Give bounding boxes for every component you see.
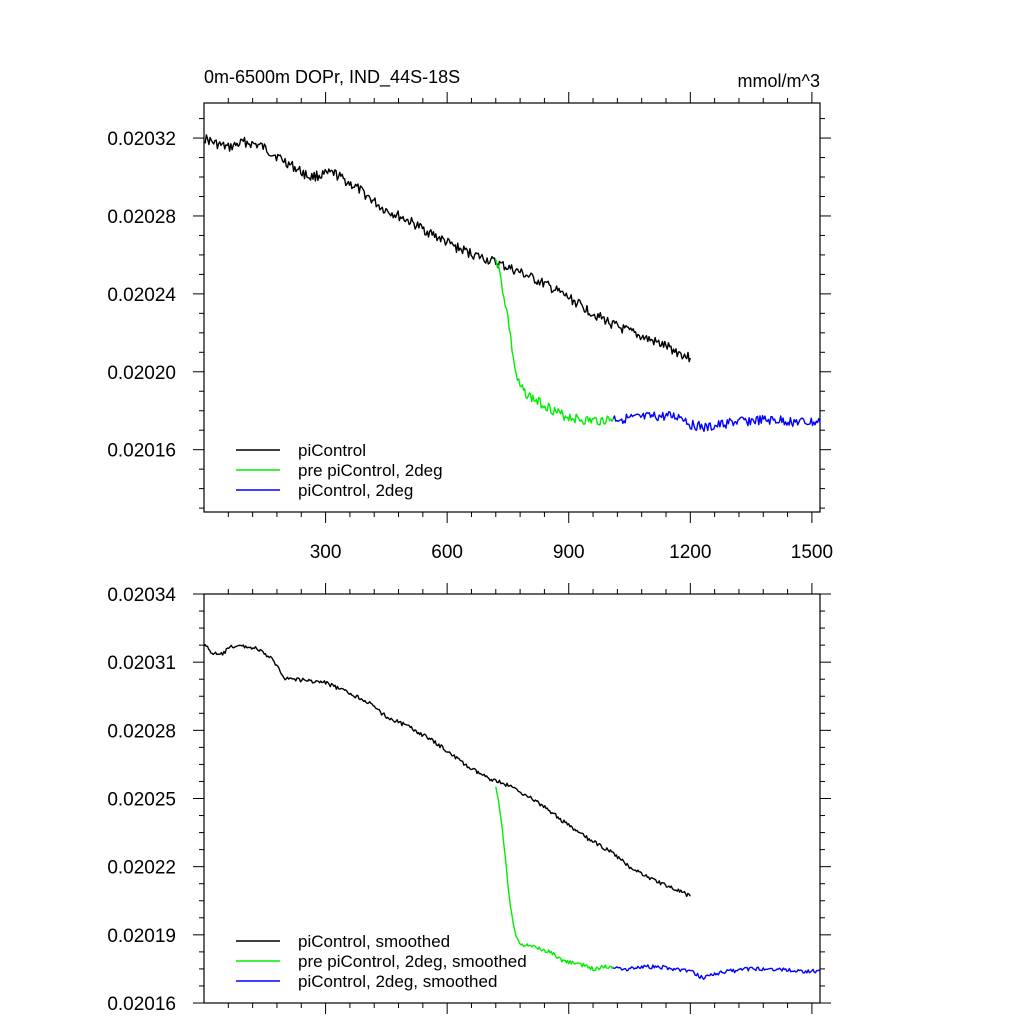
legend-label-1: piControl, smoothed	[298, 932, 450, 951]
y-tick-label: 0.02028	[107, 721, 176, 742]
plot-frame	[203, 102, 821, 513]
chart-units: mmol/m^3	[738, 71, 820, 91]
series-line-1	[203, 644, 691, 898]
y-tick-label: 0.02031	[107, 653, 176, 674]
y-tick-label: 0.02025	[107, 790, 176, 811]
series-line-2	[495, 786, 614, 972]
x-tick-label: 1200	[669, 542, 711, 563]
y-tick-label: 0.02019	[107, 926, 176, 947]
series-line-2	[495, 259, 614, 426]
y-tick-label: 0.02028	[107, 207, 176, 228]
x-tick-label: 900	[553, 542, 585, 563]
y-tick-label: 0.02016	[107, 994, 176, 1015]
legend-label-1: piControl	[298, 441, 366, 460]
y-tick-label: 0.02022	[107, 858, 176, 879]
x-tick-label: 1500	[791, 542, 833, 563]
plot-frame	[203, 593, 821, 1004]
legend-label-3: piControl, 2deg, smoothed	[298, 972, 497, 991]
legend-label-2: pre piControl, 2deg	[298, 461, 443, 480]
series-line-1	[203, 134, 691, 363]
y-tick-label: 0.02016	[107, 441, 176, 462]
series-line-3	[613, 964, 821, 980]
chart-panel-1: 300 600 900 1200 1500 0.02016 0.02020 0.02024 0.…	[107, 67, 833, 563]
legend-label-2: pre piControl, 2deg, smoothed	[298, 952, 527, 971]
legend-label-3: piControl, 2deg	[298, 481, 413, 500]
x-tick-label: 600	[431, 542, 463, 563]
chart-title: 0m-6500m DOPr, IND_44S-18S	[204, 67, 460, 88]
chart-panel-2: 0.02016 0.02019 0.02022 0.02025 0.02028 0.020…	[107, 583, 831, 1015]
y-tick-label: 0.02020	[107, 363, 176, 384]
y-tick-label: 0.02032	[107, 129, 176, 150]
series-line-3	[612, 411, 821, 432]
x-tick-label: 300	[310, 542, 342, 563]
y-tick-label: 0.02024	[107, 285, 176, 306]
y-tick-label: 0.02034	[107, 585, 176, 606]
